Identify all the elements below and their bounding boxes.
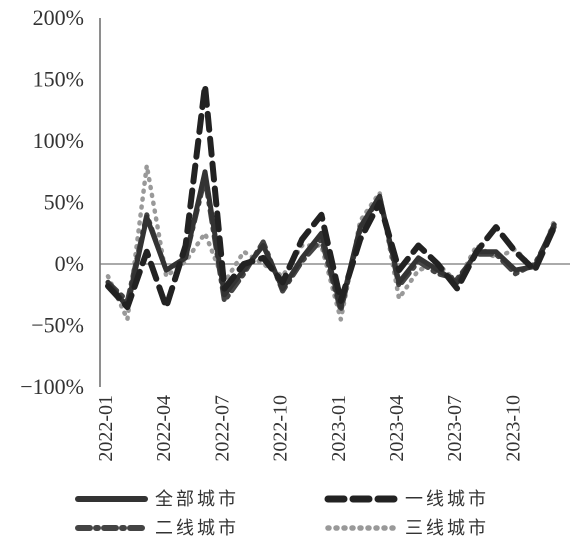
y-tick-label: −50%	[31, 313, 84, 338]
y-tick-label: 100%	[33, 128, 84, 153]
x-tick-label: 2022-07	[211, 395, 233, 462]
x-tick-label: 2023-01	[328, 395, 350, 462]
y-tick-label: 200%	[33, 5, 84, 30]
x-tick-label: 2023-04	[386, 395, 408, 462]
x-axis: 2022-01 2022-04 2022-07 2022-10 2023-01 2023-…	[95, 395, 524, 462]
y-tick-label: 150%	[33, 67, 84, 92]
x-tick-label: 2022-04	[153, 395, 175, 462]
x-tick-label: 2023-10	[502, 395, 524, 462]
x-tick-label: 2022-10	[270, 395, 292, 462]
legend-label: 一线城市	[405, 489, 489, 510]
y-axis: −100% −50% 0% 50% 100% 150% 200%	[20, 5, 570, 399]
legend-label: 全部城市	[155, 489, 239, 510]
series-lines	[108, 86, 554, 320]
y-tick-label: 50%	[44, 190, 84, 215]
y-tick-label: −100%	[20, 374, 84, 399]
series-line-2	[108, 178, 554, 311]
y-tick-label: 0%	[55, 251, 84, 276]
x-tick-label: 2022-01	[95, 395, 117, 462]
legend-label: 三线城市	[405, 518, 489, 539]
legend-label: 二线城市	[155, 518, 239, 539]
series-line-3	[108, 166, 554, 320]
x-tick-label: 2023-07	[444, 395, 466, 462]
